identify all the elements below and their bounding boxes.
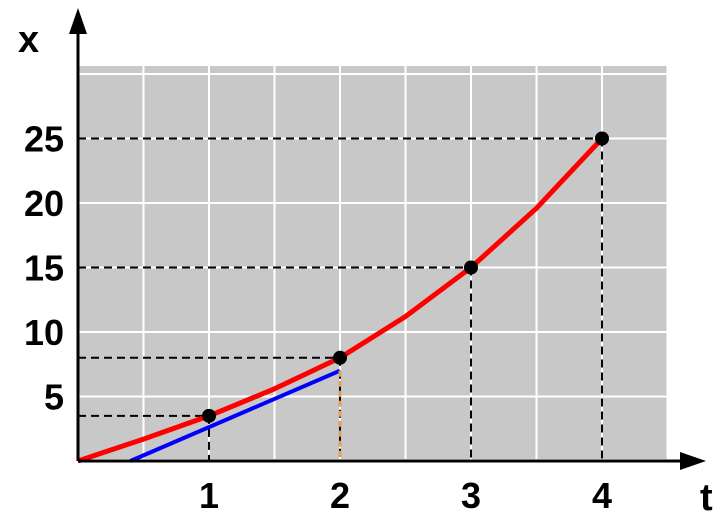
x-tick-label: 4 <box>592 475 612 515</box>
x-axis-label: t <box>700 477 713 515</box>
y-tick-label: 10 <box>24 312 64 353</box>
tangent-line <box>129 368 341 463</box>
x-tick-labels: 1 2 3 4 <box>199 475 612 515</box>
data-point <box>333 350 347 365</box>
x-tick-label: 1 <box>199 475 219 515</box>
y-tick-label: 15 <box>24 248 64 289</box>
plot-background <box>78 66 668 459</box>
x-tick-label: 2 <box>330 475 350 515</box>
y-axis-label: x <box>18 19 39 61</box>
y-tick-labels: 5 10 15 20 25 <box>24 119 64 418</box>
data-point <box>595 131 609 146</box>
dashed-guides <box>78 137 603 461</box>
y-tick-label: 20 <box>24 183 64 224</box>
data-point <box>202 408 216 423</box>
y-tick-label: 5 <box>44 377 64 418</box>
x-tick-label: 3 <box>461 475 481 515</box>
y-tick-label: 25 <box>24 119 64 160</box>
x-axis-arrow <box>680 452 706 470</box>
y-axis-arrow <box>69 8 87 34</box>
data-point <box>464 260 478 275</box>
data-points <box>202 131 609 423</box>
